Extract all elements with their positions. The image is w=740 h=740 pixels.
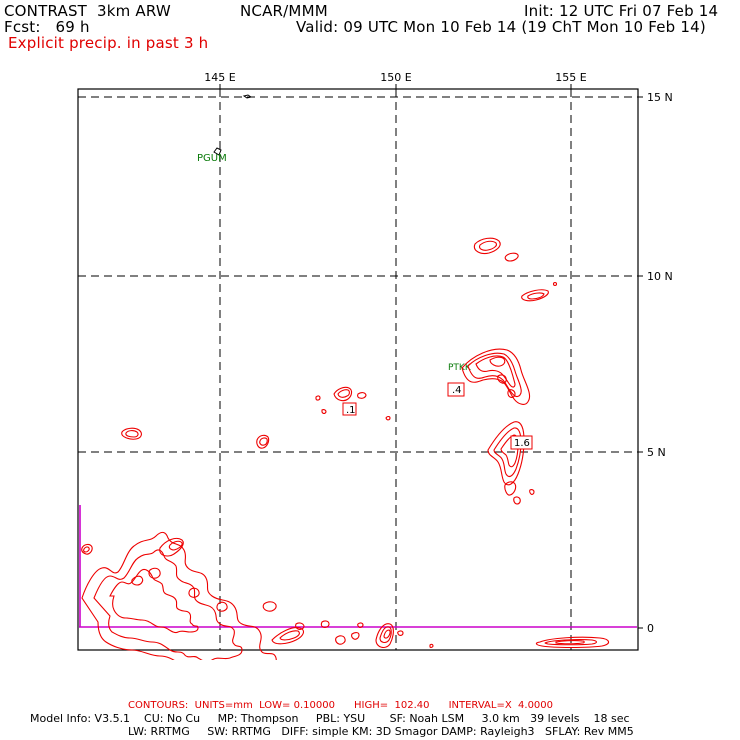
max-label-3: 1.6	[514, 438, 530, 449]
lat-label-equator: 0	[647, 622, 654, 635]
contour-info: CONTOURS: UNITS=mm LOW= 0.10000 HIGH= 10…	[128, 700, 554, 711]
precip-contours	[81, 237, 610, 660]
model-info-line-1: Model Info: V3.5.1 CU: No Cu MP: Thompso…	[30, 712, 630, 725]
island-outlines	[213, 94, 253, 156]
lon-label-150e: 150 E	[380, 71, 411, 84]
boundary-lines	[79, 505, 637, 628]
lat-label-5n: 5 N	[647, 446, 666, 459]
model-info-line-2: LW: RRTMG SW: RRTMG DIFF: simple KM: 3D …	[128, 725, 634, 738]
valid-time: Valid: 09 UTC Mon 10 Feb 14 (19 ChT Mon …	[296, 18, 706, 36]
max-label-2: .4	[452, 385, 462, 396]
lon-label-155e: 155 E	[555, 71, 586, 84]
init-time: Init: 12 UTC Fri 07 Feb 14	[524, 2, 719, 20]
precip-map: 145 E 150 E 155 E 15 N 10 N 5 N 0 PGUM P…	[77, 71, 673, 660]
lon-label-145e: 145 E	[204, 71, 235, 84]
field-title: Explicit precip. in past 3 h	[8, 34, 209, 52]
center-label: NCAR/MMM	[240, 2, 328, 20]
station-ptkk: PTKK	[448, 363, 472, 373]
graticule	[78, 89, 638, 650]
map-frame	[77, 88, 639, 651]
lat-label-10n: 10 N	[647, 270, 673, 283]
lat-label-15n: 15 N	[647, 91, 673, 104]
max-value-boxes	[342, 382, 533, 450]
forecast-hour: Fcst: 69 h	[4, 18, 90, 36]
max-label-1: .1	[346, 405, 356, 416]
model-title: CONTRAST 3km ARW	[4, 2, 171, 20]
station-pgum: PGUM	[197, 153, 227, 164]
